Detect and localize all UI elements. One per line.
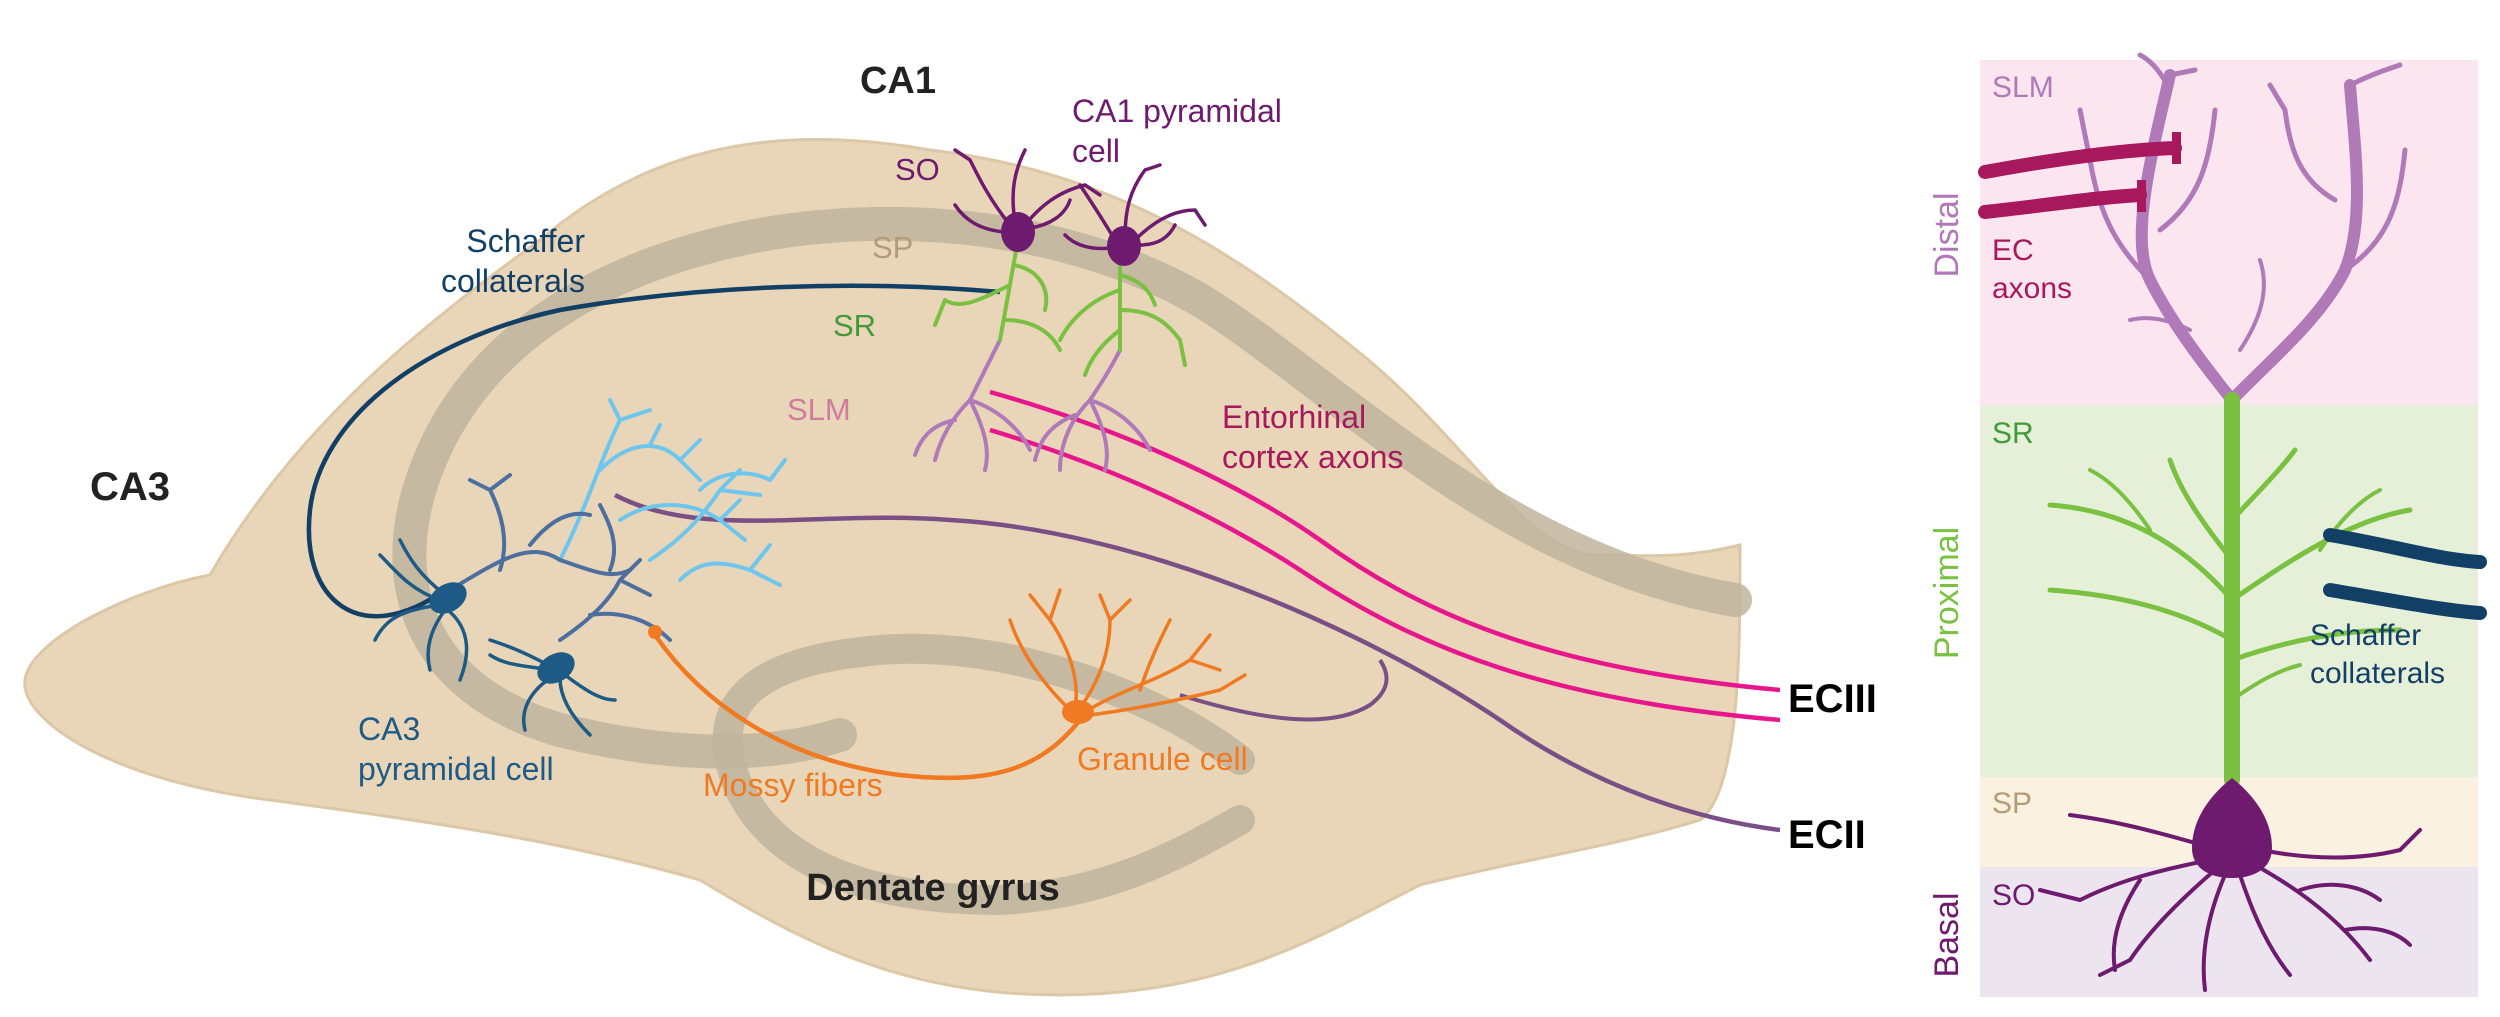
mossy-fiber-bouton [648, 625, 662, 639]
ca1-pyramidal-label-line1: CA1 pyramidal [1072, 93, 1282, 129]
schaffer-inputs [2323, 528, 2487, 620]
entorhinal-axon-2 [989, 427, 1781, 723]
schaffer-label-line2: collaterals [441, 263, 585, 299]
schaffer-label-line1: Schaffer [466, 223, 585, 259]
ec-axons-label-line2: axons [1992, 272, 2072, 305]
dendrite-panel: SLM SR SP SO Distal Proximal Basal EC ax… [1928, 52, 2487, 997]
ca1-soma [2192, 778, 2272, 878]
ca1-pyramidal-label-line2: cell [1072, 133, 1120, 169]
distal-label: Distal [1928, 192, 1966, 277]
eciii-label: ECIII [1788, 677, 1877, 721]
proximal-label: Proximal [1928, 527, 1966, 659]
ec-synapse-2 [2137, 180, 2146, 212]
slm-layer-label: SLM [787, 392, 851, 427]
mossy-fibers-label: Mossy fibers [703, 767, 883, 803]
ca3-pyramidal-cells [373, 538, 617, 737]
entorhinal-label-line2: cortex axons [1222, 439, 1403, 475]
ca3-region-label: CA3 [90, 465, 170, 509]
panel-schaffer-label-line2: collaterals [2310, 657, 2445, 690]
ecii-axon [613, 493, 1781, 833]
mossy-fibers [653, 633, 1082, 781]
ca3-pyramidal-label-line1: CA3 [358, 711, 420, 747]
so-layer-label: SO [895, 152, 940, 187]
ec-synapse-1 [2172, 132, 2181, 164]
ca1-soma-basal [2038, 778, 2422, 992]
panel-sp-label: SP [1992, 787, 2032, 820]
ca1-region-label: CA1 [860, 60, 936, 102]
granule-cell [1008, 588, 1247, 724]
granule-cell-label: Granule cell [1077, 741, 1248, 777]
dentate-gyrus-label: Dentate gyrus [806, 867, 1059, 909]
ca3-basal-dendrites [448, 473, 672, 642]
schaffer-collateral-axon [306, 283, 1001, 619]
panel-sr-label: SR [1992, 417, 2034, 450]
ecii-label: ECII [1788, 813, 1866, 857]
panel-slm-label: SLM [1992, 71, 2054, 104]
ec-axons-label-line1: EC [1992, 234, 2034, 267]
ca3-apical-dendrites [558, 398, 787, 587]
panel-so-label: SO [1992, 879, 2035, 912]
ca3-pyramidal-label-line2: pyramidal cell [358, 751, 554, 787]
dentate-gyrus-band [712, 633, 1255, 916]
hippocampus-section: CA1 CA3 Dentate gyrus CA1 pyramidal cell… [23, 60, 1877, 997]
panel-schaffer-label-line1: Schaffer [2310, 619, 2421, 652]
ecii-axon-branch [1179, 658, 1389, 722]
sr-layer-label: SR [833, 308, 876, 343]
basal-label: Basal [1928, 892, 1966, 977]
ca1-slm-dendrites [913, 338, 1152, 472]
ec-axons [1978, 141, 2182, 219]
pyramidal-layer-band [392, 206, 1752, 769]
ca1-sr-dendrites [933, 238, 1187, 377]
so-band [1980, 867, 2478, 997]
entorhinal-label-line1: Entorhinal [1222, 399, 1366, 435]
ca1-pyramidal-cells [953, 148, 1207, 266]
sp-layer-label: SP [872, 230, 913, 265]
sr-dendrites [2047, 392, 2413, 788]
slm-band [1980, 60, 2478, 405]
